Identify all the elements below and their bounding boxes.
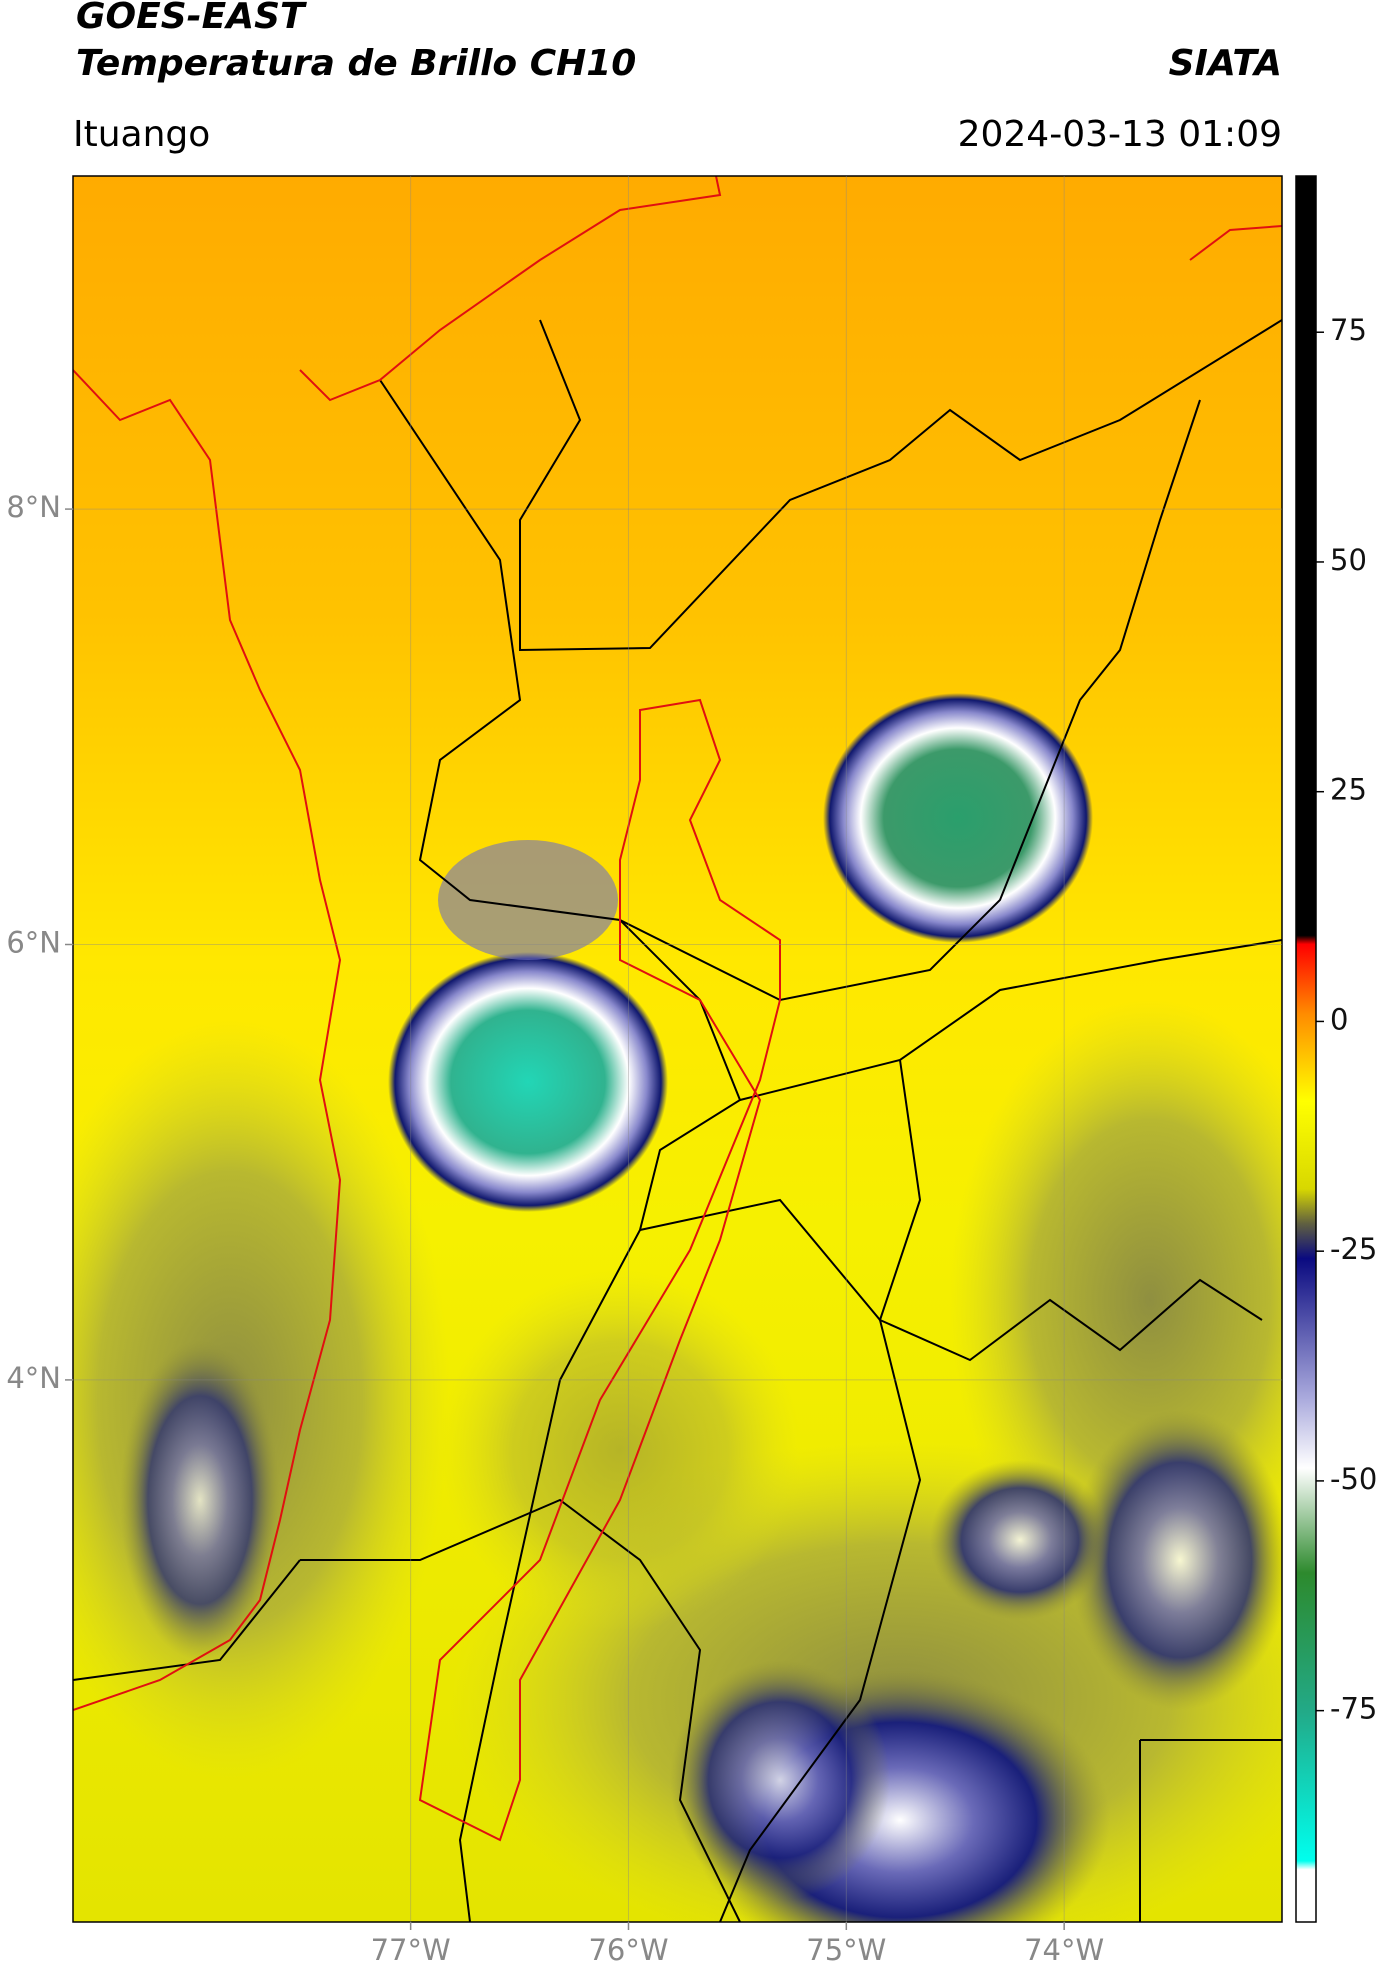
colorbar-tick-label: -50: [1330, 1462, 1377, 1496]
map-frame: [72, 175, 1283, 1923]
colorbar: [1295, 175, 1317, 1923]
location-label: Ituango: [73, 114, 210, 155]
x-tick-label: 74°W: [1024, 1933, 1104, 1967]
colorbar-tick-label: -25: [1330, 1232, 1377, 1266]
colorbar-tick-label: 50: [1330, 543, 1367, 577]
x-tick-label: 75°W: [806, 1933, 886, 1967]
x-tick-label: 76°W: [588, 1933, 668, 1967]
y-tick-label: 6°N: [6, 926, 61, 960]
map-image: [73, 176, 1282, 1922]
colorbar-tick-label: -75: [1330, 1692, 1377, 1726]
datetime-label: 2024-03-13 01:09: [958, 114, 1282, 155]
y-tick-label: 4°N: [6, 1361, 61, 1395]
satellite-title: GOES-EAST: [76, 0, 307, 37]
colorbar-tick-label: 25: [1330, 773, 1367, 807]
colorbar-tick-label: 75: [1330, 313, 1367, 347]
product-title: Temperatura de Brillo CH10: [76, 43, 636, 84]
colorbar-tick-label: 0: [1330, 1002, 1348, 1036]
y-tick-label: 8°N: [6, 490, 61, 524]
x-tick-label: 77°W: [371, 1933, 451, 1967]
source-label: SIATA: [1169, 43, 1282, 84]
